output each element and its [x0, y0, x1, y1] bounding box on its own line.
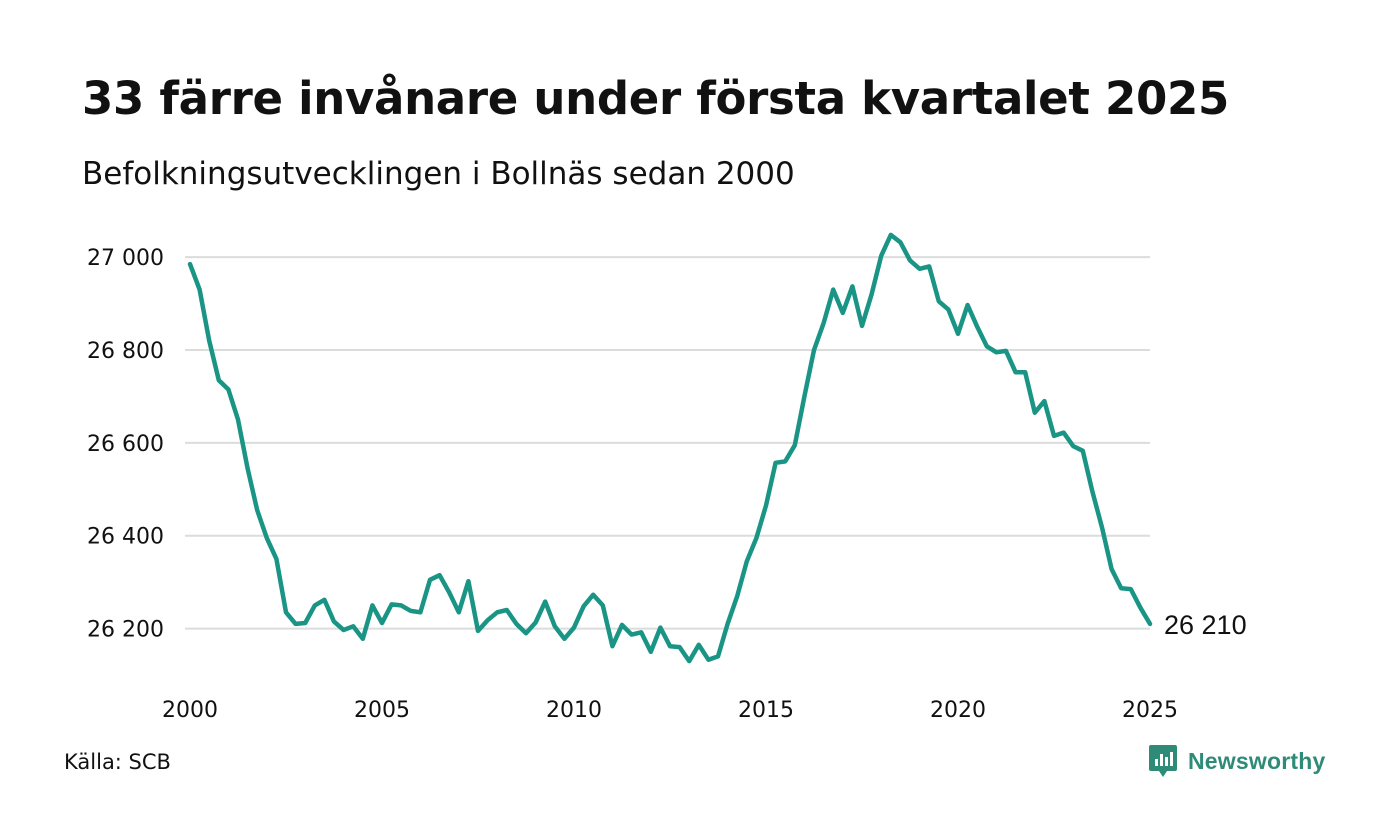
x-tick-label: 2010 [546, 698, 602, 723]
newsworthy-logo-icon [1149, 745, 1177, 777]
x-tick-label: 2015 [738, 698, 794, 723]
x-tick-label: 2020 [930, 698, 986, 723]
source-note: Källa: SCB [64, 750, 171, 774]
y-tick-label: 27 000 [87, 246, 164, 271]
brand-logo: Newsworthy [1148, 744, 1325, 778]
series-line [187, 232, 1153, 664]
x-tick-label: 2000 [162, 698, 218, 723]
y-tick-label: 26 200 [87, 618, 164, 643]
x-tick-label: 2005 [354, 698, 410, 723]
y-tick-label: 26 400 [87, 525, 164, 550]
y-tick-label: 26 800 [87, 339, 164, 364]
last-value-label: 26 210 [1164, 610, 1247, 640]
brand-name: Newsworthy [1188, 747, 1326, 774]
x-tick-label: 2025 [1122, 698, 1178, 723]
chart-title: 33 färre invånare under första kvartalet… [82, 72, 1229, 125]
chart-subtitle: Befolkningsutvecklingen i Bollnäs sedan … [82, 156, 795, 192]
y-tick-label: 26 600 [87, 432, 164, 457]
